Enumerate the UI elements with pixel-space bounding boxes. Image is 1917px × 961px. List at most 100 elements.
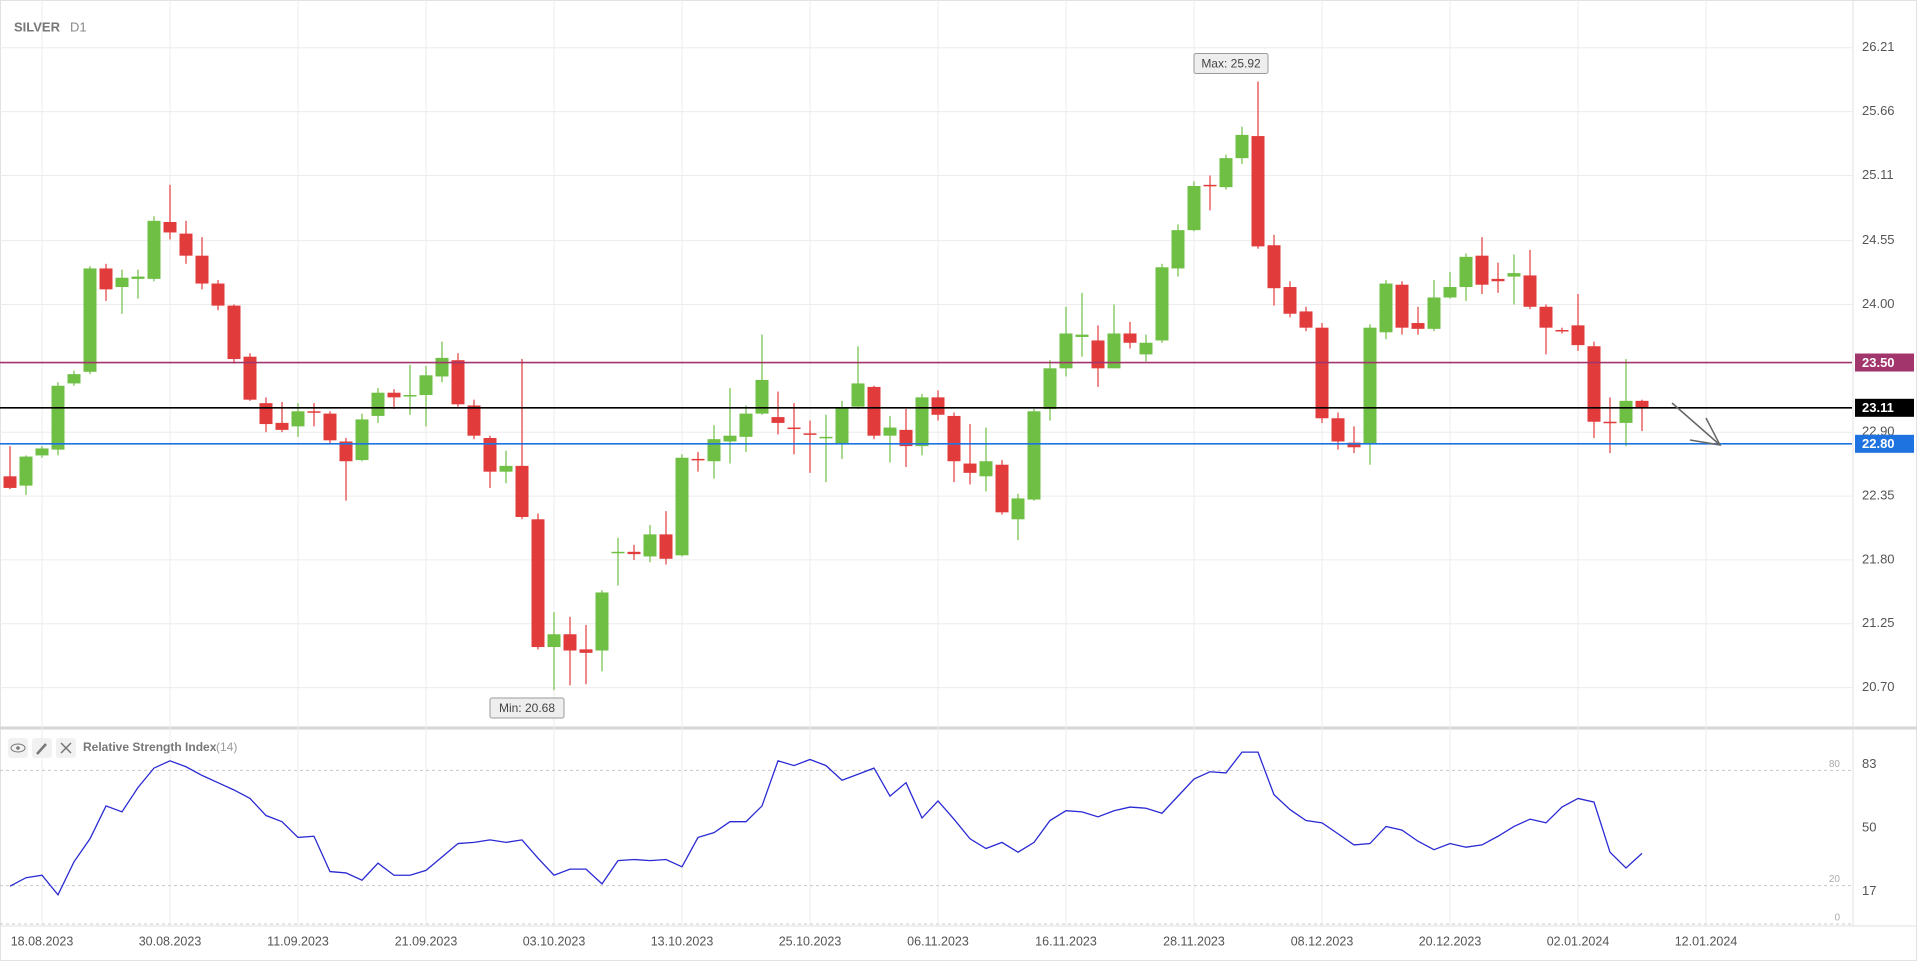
candle-body (579, 649, 593, 653)
arrow-head (1689, 417, 1722, 446)
candle-body (1555, 330, 1569, 332)
candle-body (1379, 283, 1393, 333)
candle-body (387, 392, 401, 398)
candle-body (1347, 442, 1361, 448)
candle-body (771, 417, 785, 423)
candle-body (371, 392, 385, 416)
chart-title: SILVER (14, 19, 61, 34)
candle-body (1203, 184, 1217, 187)
indicator-title: Relative Strength Index (83, 740, 217, 754)
candle-body (51, 385, 65, 450)
candle-body (499, 465, 513, 472)
candle-body (1171, 230, 1185, 269)
timeframe: D1 (70, 19, 87, 34)
candle-body (163, 222, 177, 233)
callout-label: Min: 20.68 (499, 701, 555, 715)
level-box (1855, 434, 1914, 453)
candle-body (3, 476, 17, 488)
candle-body (1331, 418, 1345, 442)
x-tick-label: 08.12.2023 (1291, 934, 1354, 948)
x-tick-label: 20.12.2023 (1419, 934, 1482, 948)
x-tick-label: 18.08.2023 (11, 934, 74, 948)
x-tick-label: 28.11.2023 (1163, 934, 1225, 948)
candle-body (259, 403, 273, 425)
candle-body (1523, 275, 1537, 307)
candle-body (963, 463, 977, 473)
candle-body (531, 519, 545, 648)
candle-body (1107, 333, 1121, 369)
candle-body (323, 413, 337, 441)
candle-body (1507, 273, 1521, 277)
candle-body (1251, 136, 1265, 247)
candle-body (179, 233, 193, 256)
candle-body (835, 407, 849, 444)
callout-box (489, 697, 565, 719)
candle-body (83, 268, 97, 372)
x-tick-label: 13.10.2023 (651, 934, 714, 948)
candle-body (931, 397, 945, 415)
candle-body (243, 356, 257, 400)
y-tick-label: 20.70 (1862, 679, 1895, 694)
candle-body (947, 415, 961, 462)
candle-body (691, 458, 705, 461)
candle-body (915, 397, 929, 447)
x-tick-label: 02.01.2024 (1547, 934, 1610, 948)
level-label: 23.50 (1862, 355, 1895, 370)
candle-body (1267, 245, 1281, 289)
candle-body (1075, 334, 1089, 337)
callout-label: Max: 25.92 (1201, 57, 1261, 71)
wrench-icon (36, 743, 47, 755)
level-box (1855, 398, 1914, 417)
level-box (1855, 353, 1914, 372)
candle-body (1187, 186, 1201, 231)
candle-body (1427, 297, 1441, 329)
eye-pupil (16, 746, 20, 750)
candle-body (1283, 287, 1297, 314)
x-tick-label: 06.11.2023 (907, 934, 969, 948)
candle-body (707, 439, 721, 462)
candle-body (291, 411, 305, 427)
candle-body (1491, 278, 1505, 282)
candle-body (547, 634, 561, 648)
x-tick-label: 16.11.2023 (1035, 934, 1097, 948)
x-tick-label: 25.10.2023 (779, 934, 842, 948)
x-tick-label: 03.10.2023 (523, 934, 586, 948)
indicator-controls (8, 738, 76, 758)
candle-body (1299, 311, 1313, 328)
candle-body (35, 448, 49, 456)
level-label: 23.11 (1862, 400, 1894, 415)
y-tick-label: 25.66 (1862, 103, 1895, 118)
candle-body (1395, 284, 1409, 328)
indicator-parameters: (14) (216, 740, 237, 754)
candle-body (131, 276, 145, 279)
candle-body (1411, 323, 1425, 329)
candle-body (211, 283, 225, 306)
candle-body (67, 374, 81, 384)
candle-body (355, 419, 369, 461)
candle-body (483, 438, 497, 472)
candle-body (819, 436, 833, 439)
candle-body (803, 433, 817, 435)
candle-body (99, 268, 113, 290)
candle-body (1043, 368, 1057, 409)
candle-body (755, 379, 769, 414)
arrow-line (1671, 402, 1721, 446)
candle-body (1091, 340, 1105, 369)
y-tick-label: 83 (1862, 756, 1876, 771)
level-label: 0 (1834, 913, 1840, 924)
candle-body (675, 457, 689, 556)
candle-body (403, 395, 417, 397)
level-label: 20 (1829, 874, 1841, 885)
level-label: 22.80 (1862, 436, 1895, 451)
y-tick-label: 25.11 (1862, 167, 1894, 182)
candle-body (1219, 158, 1233, 188)
candle-body (515, 465, 529, 517)
level-label: 80 (1829, 759, 1841, 770)
candle-body (435, 357, 449, 377)
trend-arrow (1671, 402, 1722, 446)
candle-body (1139, 342, 1153, 355)
candle-body (659, 534, 673, 559)
candle-body (563, 634, 577, 651)
